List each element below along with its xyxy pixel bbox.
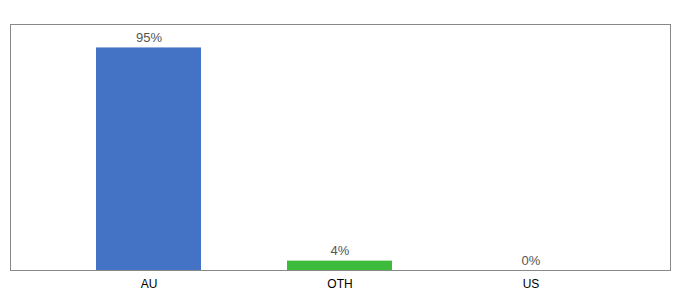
svg-text:0%: 0% [522, 253, 541, 268]
svg-text:AU: AU [141, 277, 158, 291]
svg-text:4%: 4% [331, 243, 350, 258]
svg-text:95%: 95% [136, 30, 162, 45]
svg-text:US: US [523, 277, 540, 291]
svg-text:OTH: OTH [327, 277, 352, 291]
